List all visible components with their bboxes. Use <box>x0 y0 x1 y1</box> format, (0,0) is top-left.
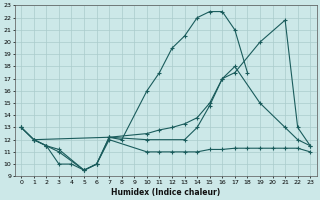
X-axis label: Humidex (Indice chaleur): Humidex (Indice chaleur) <box>111 188 220 197</box>
